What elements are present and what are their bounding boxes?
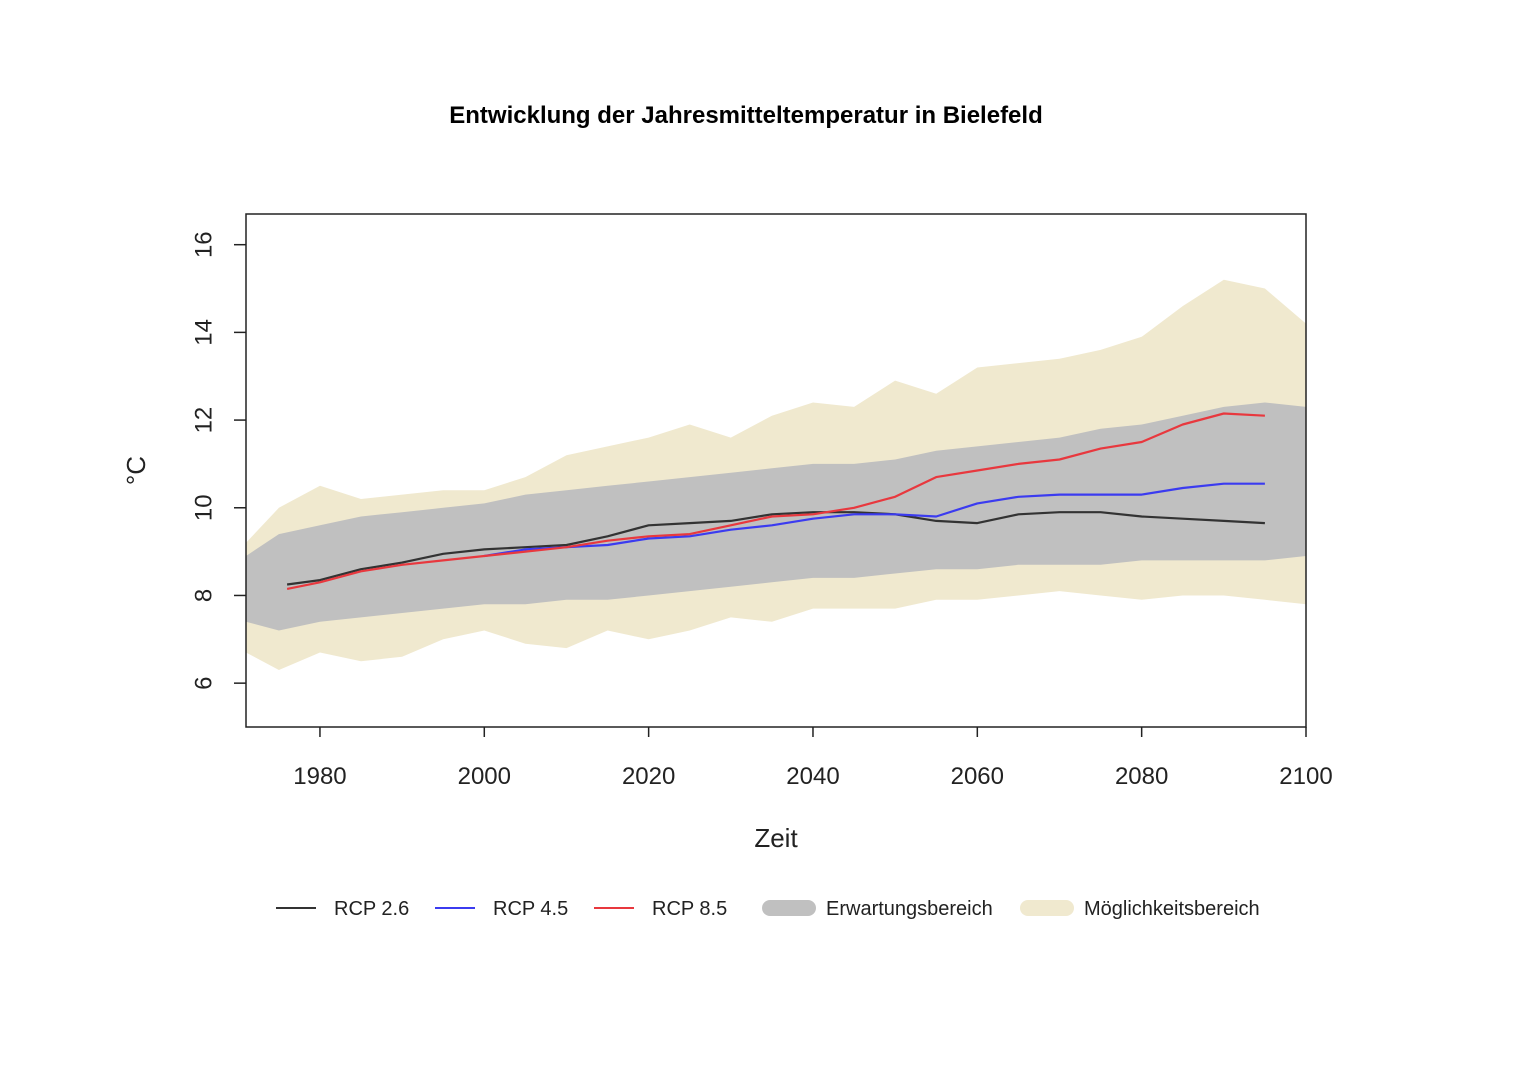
legend-label-erwartungsbereich: Erwartungsbereich	[826, 898, 993, 920]
series-line-rcp45	[484, 482, 1265, 558]
y-axis: 6 8 10 12 14 16	[190, 231, 246, 690]
lines-layer	[286, 412, 1265, 590]
x-tick-label: 2040	[786, 763, 839, 790]
legend-label-moeglichkeitsbereich: Möglichkeitsbereich	[1084, 898, 1260, 920]
legend-label-rcp45: RCP 4.5	[493, 898, 568, 920]
y-tick-label: 6	[190, 676, 217, 689]
x-tick-label: 2020	[622, 763, 675, 790]
bands-layer	[246, 279, 1306, 670]
x-tick-label: 2100	[1279, 763, 1332, 790]
x-tick-label: 2000	[458, 763, 511, 790]
legend-label-rcp85: RCP 8.5	[652, 898, 727, 920]
x-tick-label: 1980	[293, 763, 346, 790]
y-tick-label: 8	[190, 589, 217, 602]
y-axis-title: °C	[121, 456, 151, 485]
plot-frame	[245, 213, 1307, 728]
series-line-rcp85	[286, 412, 1265, 590]
x-axis: 1980 2000 2020 2040 2060 2080 2100	[293, 727, 1333, 790]
y-tick-label: 12	[190, 407, 217, 434]
y-tick-label: 10	[190, 494, 217, 521]
x-tick-label: 2060	[951, 763, 1004, 790]
y-tick-label: 14	[190, 319, 217, 346]
legend: RCP 2.6 RCP 4.5 RCP 8.5 Erwartungsbereich Mö…	[276, 898, 1260, 920]
chart-title: Entwicklung der Jahresmitteltemperatur i…	[449, 102, 1043, 129]
x-axis-title: Zeit	[754, 823, 798, 853]
legend-label-rcp26: RCP 2.6	[334, 898, 409, 920]
series-line-rcp26	[286, 511, 1265, 586]
y-tick-label: 16	[190, 231, 217, 258]
x-tick-label: 2080	[1115, 763, 1168, 790]
